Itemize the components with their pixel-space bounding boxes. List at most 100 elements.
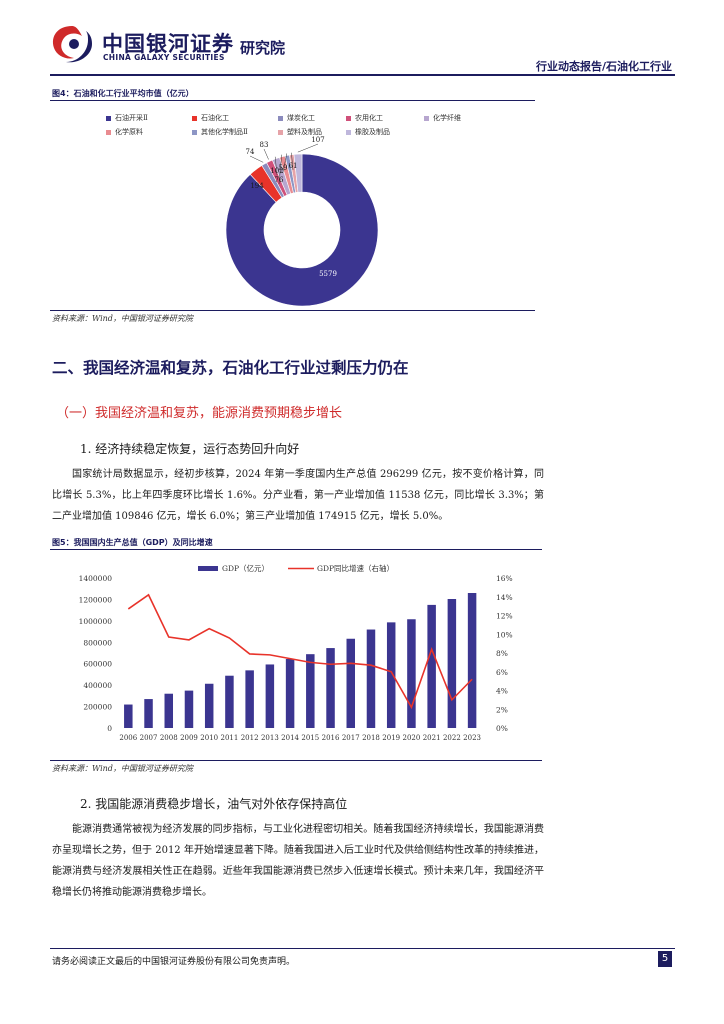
x-tick-label: 2021 <box>423 734 441 742</box>
report-type: 行业动态报告/石油化工行业 <box>535 60 672 73</box>
gdp-bar <box>245 670 254 728</box>
gdp-bar <box>326 648 335 728</box>
gdp-bar <box>427 604 436 728</box>
figure5-bottom-rule <box>50 760 542 761</box>
donut-leader-line <box>249 155 264 163</box>
figure4-legend-item: 其他化学制品Ⅱ <box>192 127 248 137</box>
figure4-legend-item: 农用化工 <box>346 113 383 123</box>
header-rule <box>50 74 675 76</box>
figure5-gdp-chart: 1400000 1200000 1000000 800000 600000 400000 2… <box>79 563 513 742</box>
gdp-bar <box>164 693 174 728</box>
legend-label: 石油开采Ⅱ <box>115 114 148 122</box>
x-tick-label: 2017 <box>342 734 360 742</box>
y-right-tick-label: 4% <box>496 687 508 696</box>
donut-slice <box>293 153 303 193</box>
y-left-tick-label: 1000000 <box>79 617 113 626</box>
x-tick-label: 2008 <box>160 734 178 742</box>
gdp-bar <box>447 599 457 728</box>
x-tick-label: 2012 <box>241 734 259 742</box>
gdp-bar <box>346 638 356 728</box>
gdp-bar <box>407 619 416 728</box>
legend-swatch <box>346 129 351 135</box>
gdp-bar <box>124 704 133 728</box>
figure4-legend-item: 石油开采Ⅱ <box>106 113 148 123</box>
donut-value-label: 74 <box>246 148 255 156</box>
legend-label: 化学原料 <box>115 128 143 136</box>
figure4-legend-item: 煤炭化工 <box>278 113 315 123</box>
footer-disclaimer: 请务必阅读正文最后的中国银河证券股份有限公司免责声明。 <box>52 957 296 967</box>
x-tick-label: 2010 <box>200 734 218 742</box>
y-right-tick-label: 12% <box>496 612 513 621</box>
gdp-bar <box>467 593 477 728</box>
header: 中国银河证券 CHINA GALAXY SECURITIES 研究院 行业动态报… <box>48 20 678 76</box>
galaxy-logo-icon <box>52 26 92 63</box>
donut-value-label: 102 <box>270 167 283 175</box>
gdp-growth-line <box>127 593 473 710</box>
page-number: 5 <box>658 951 672 967</box>
paragraph-energy: 能源消费通常被视为经济发展的同步指标，与工业化进程密切相关。随着我国经济持续增长… <box>52 824 544 898</box>
footer-rule <box>50 948 675 949</box>
gdp-bar <box>265 664 275 728</box>
y-left-tick-label: 600000 <box>83 660 112 669</box>
x-tick-label: 2015 <box>301 734 319 742</box>
figure4-bottom-rule <box>50 310 535 311</box>
x-tick-label: 2016 <box>322 734 340 742</box>
donut-leader-line <box>274 156 278 176</box>
gdp-bar <box>204 683 214 728</box>
figure4-legend-item: 化学原料 <box>106 127 143 137</box>
donut-value-label: 107 <box>311 136 324 144</box>
x-tick-label: 2018 <box>362 734 380 742</box>
figure5-source: 资料来源：Wind，中国银河证券研究院 <box>52 764 193 773</box>
paragraph-gdp: 国家统计局数据显示，经初步核算，2024 年第一季度国内生产总值 296299 … <box>52 469 544 522</box>
figure4-top-rule <box>50 100 535 101</box>
x-tick-label: 2013 <box>261 734 279 742</box>
y-right-tick-label: 2% <box>496 705 508 714</box>
logo-cn: 中国银河证券 <box>102 32 234 56</box>
legend-swatch <box>192 129 197 135</box>
donut-value-label: 59 <box>279 164 288 172</box>
x-tick-label: 2009 <box>180 734 198 742</box>
donut-leader-line <box>291 152 294 171</box>
donut-leader-line <box>278 154 282 185</box>
figure4-legend: 石油开采Ⅱ 石油化工 煤炭化工 农用化工 化学纤维 化学原料 其他化学制品Ⅱ 塑料及制品 橡胶及… <box>106 113 526 141</box>
figure4-legend-item: 化学纤维 <box>424 113 461 123</box>
y-right-tick-label: 14% <box>496 593 513 602</box>
y-right-tick-label: 6% <box>496 668 508 677</box>
x-tick-label: 2006 <box>119 734 137 742</box>
y-right-tick-label: 8% <box>496 649 508 658</box>
x-tick-label: 2007 <box>140 734 158 742</box>
legend-label: 农用化工 <box>355 114 383 122</box>
legend-swatch <box>106 129 111 135</box>
gdp-bar <box>225 675 234 728</box>
y-left-tick-label: 800000 <box>83 638 112 647</box>
legend-bar-swatch <box>198 566 218 571</box>
figure4-title: 图4：石油和化工行业平均市值（亿元） <box>52 89 194 98</box>
gdp-bar <box>184 690 194 728</box>
y-left-tick-label: 0 <box>107 724 112 733</box>
figure4-legend-item: 石油化工 <box>192 113 229 123</box>
legend-bar-label: GDP（亿元） <box>222 563 269 573</box>
donut-value-label: 83 <box>260 141 269 149</box>
donut-leader-line <box>282 153 288 173</box>
legend-swatch <box>192 115 197 121</box>
legend-label: 其他化学制品Ⅱ <box>201 128 248 136</box>
figure4-legend-item: 塑料及制品 <box>278 127 322 137</box>
y-left-tick-label: 1400000 <box>79 574 113 583</box>
x-tick-label: 2019 <box>382 734 400 742</box>
section-heading: 二、我国经济温和复苏，石油化工行业过剩压力仍在 <box>52 359 409 377</box>
donut-leader-line <box>297 143 319 153</box>
gdp-bar <box>144 699 153 728</box>
gdp-bar <box>285 659 295 728</box>
x-tick-label: 2022 <box>443 734 461 742</box>
y-left-tick-label: 400000 <box>83 681 112 690</box>
point2-heading: 2. 我国能源消费稳步增长，油气对外依存保持高位 <box>80 797 348 811</box>
legend-swatch <box>278 115 283 121</box>
gdp-bar <box>306 654 315 728</box>
y-left-tick-label: 200000 <box>83 703 112 712</box>
gdp-bar <box>366 629 376 728</box>
gdp-bar <box>386 622 396 728</box>
point1-heading: 1. 经济持续稳定恢复，运行态势回升向好 <box>80 442 300 456</box>
donut-value-label: 61 <box>289 162 298 170</box>
logo-en: CHINA GALAXY SECURITIES <box>103 53 225 62</box>
